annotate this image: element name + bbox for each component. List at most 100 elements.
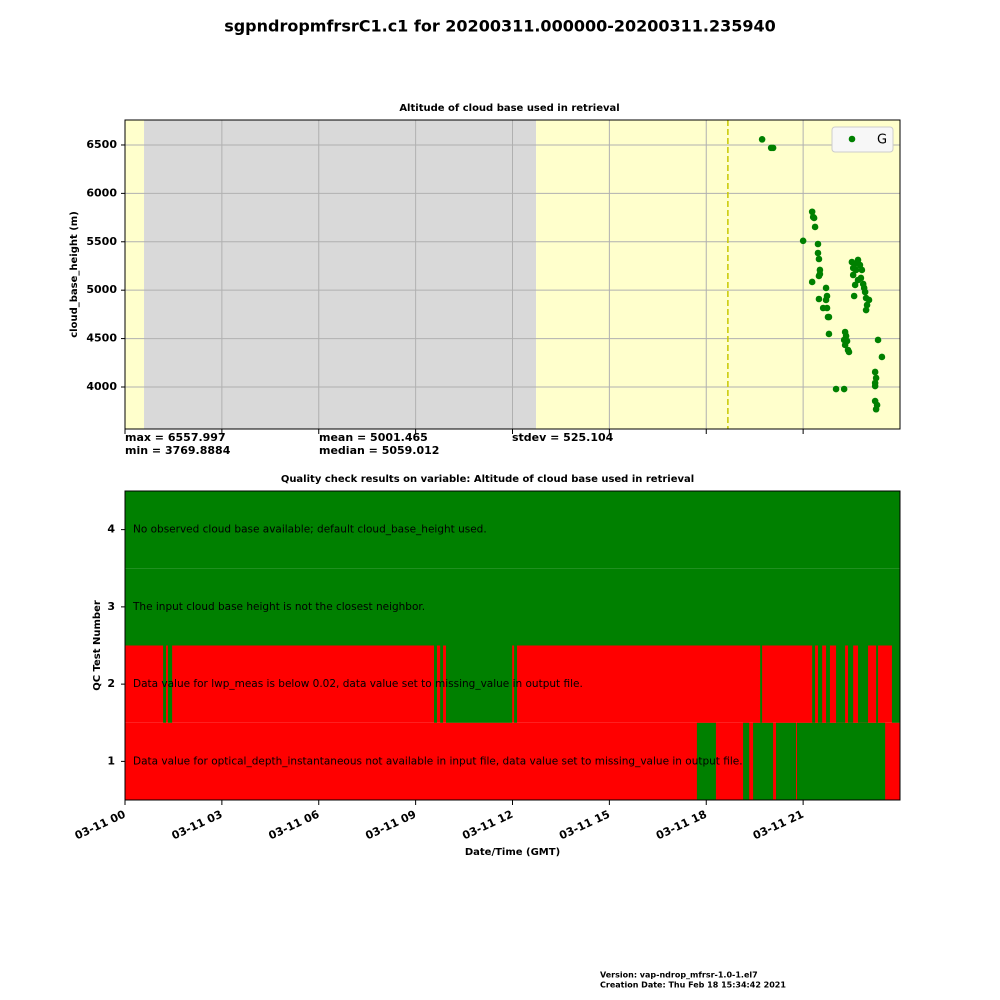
stat-annotation: max = 6557.997 [125,431,226,444]
qc-row [125,568,900,646]
y-tick-label: 4500 [86,332,117,345]
qc-span [796,722,886,800]
data-point [808,208,816,216]
data-point [857,274,865,282]
data-point [871,382,879,390]
data-point [814,249,822,257]
qc-span [440,645,444,723]
qc-span [743,722,750,800]
qc-span [445,645,513,723]
qc-span [891,645,900,723]
qc-row-label: No observed cloud base available; defaul… [133,524,487,536]
data-point [872,405,880,413]
x-tick-label: 03-11 06 [267,808,322,843]
data-point [862,306,870,314]
y-tick-label: 2 [107,677,115,690]
shaded-span [125,120,145,429]
data-point [871,368,879,376]
qc-span [167,645,173,723]
stat-annotation: median = 5059.012 [319,444,439,457]
data-point [822,296,830,304]
x-tick-label: 03-11 15 [557,808,612,843]
data-point [863,301,871,309]
qc-span [836,645,846,723]
qc-span [812,645,816,723]
data-point [811,223,819,231]
data-point [814,240,822,248]
footer-version: Version: vap-ndrop_mfrsr-1.0-1.el7 [600,971,758,980]
qc-span [696,722,716,800]
stat-annotation: mean = 5001.465 [319,431,428,444]
y-tick-label: 5000 [86,283,117,296]
data-point [849,271,857,279]
x-tick-label: 03-11 18 [654,808,709,843]
qc-span [876,645,879,723]
data-point [825,313,833,321]
qc-span [163,645,167,723]
data-point [799,237,807,245]
qc-row-label: Data value for lwp_meas is below 0.02, d… [133,678,583,690]
qc-span [858,645,869,723]
x-tick-label: 03-11 21 [751,808,806,843]
chart-title: Altitude of cloud base used in retrieval [399,103,619,114]
qc-row-label: The input cloud base height is not the c… [132,601,425,613]
stat-annotation: stdev = 525.104 [512,431,614,444]
legend-marker [848,135,856,143]
qc-span [826,645,830,723]
data-point [851,281,859,289]
data-point [858,266,866,274]
shaded-span [536,120,900,429]
data-point [815,295,823,303]
y-axis-label: QC Test Number [92,600,103,691]
data-point [845,348,853,356]
y-tick-label: 5500 [86,235,117,248]
data-point [872,374,880,382]
qc-row [125,491,900,569]
data-point [840,385,848,393]
data-point [815,255,823,263]
data-point [808,278,816,286]
y-axis-label: cloud_base_height (m) [69,211,80,338]
qc-span [434,645,437,723]
shaded-span [144,120,537,429]
data-point [758,136,766,143]
x-tick-label: 03-11 12 [460,808,515,843]
footer-date: Creation Date: Thu Feb 18 15:34:42 2021 [600,981,786,990]
data-point [822,284,830,292]
x-axis-label: Date/Time (GMT) [465,847,560,858]
y-tick-label: 6000 [86,186,117,199]
qc-span [776,722,797,800]
data-point [850,292,858,300]
qc-span [817,645,823,723]
x-tick-label: 03-11 03 [170,808,225,843]
y-tick-label: 3 [107,600,115,613]
data-point [769,144,777,152]
data-point [825,330,833,338]
data-point [874,336,882,344]
y-tick-label: 4 [107,523,115,536]
data-point [878,353,886,361]
plot-frame [124,119,901,430]
stat-annotation: min = 3769.8884 [125,444,231,457]
y-tick-label: 1 [107,754,115,767]
x-tick-label: 03-11 09 [363,808,418,843]
page-title: sgpndropmfrsrC1.c1 for 20200311.000000-2… [224,17,776,36]
chart-title: Quality check results on variable: Altit… [281,474,694,485]
y-tick-label: 4000 [86,380,117,393]
data-point [810,214,818,222]
data-point [823,304,831,312]
qc-span [753,722,774,800]
data-point [854,256,862,264]
data-point [861,288,869,296]
data-point [852,266,860,274]
x-tick-label: 03-11 00 [73,808,128,843]
qc-span [760,645,763,723]
qc-span [848,645,854,723]
qc-row-label: Data value for optical_depth_instantaneo… [133,755,743,767]
data-point [865,296,873,304]
legend-box [831,126,894,153]
legend-label: G [877,133,887,148]
qc-span [514,645,518,723]
plot-frame [124,490,901,801]
